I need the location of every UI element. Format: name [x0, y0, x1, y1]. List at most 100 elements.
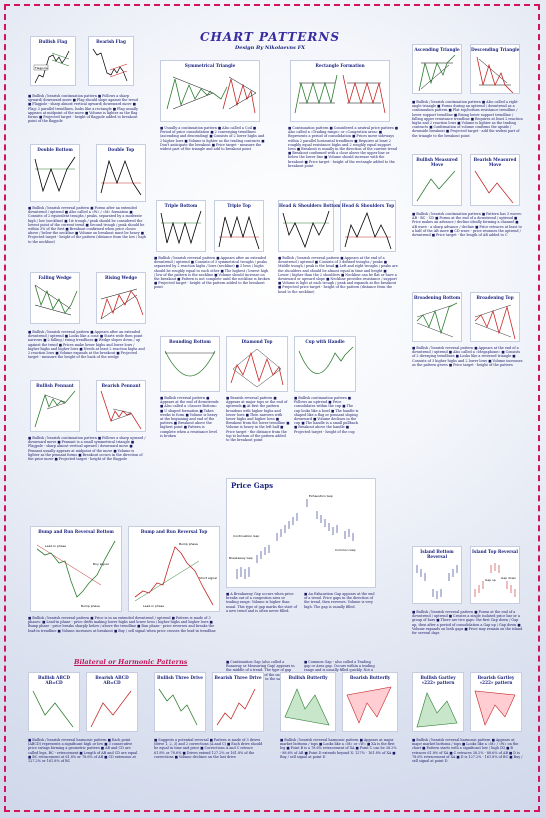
bull-pennant-card: Bullish Pennant	[30, 380, 80, 432]
symmetrical-triangle-diagram	[166, 76, 257, 114]
bump-run-bottom-diagram: Lead-in phase Bump phase Buy signal	[36, 540, 116, 608]
bear-gartley-diagram	[474, 690, 516, 726]
bull-measured-move-title: Bullish Measured Move	[416, 157, 458, 167]
island-bottom-diagram	[416, 565, 458, 599]
bear-pennant-card: Bearish Pennant	[96, 380, 146, 432]
broadening-top-card: Broadening Top	[470, 292, 520, 342]
bear-flag-card: Bearish Flag	[88, 36, 134, 86]
rounding-bottom-diagram	[164, 350, 216, 377]
broadening-description: ■ Bullish / bearish reversal pattern ■ A…	[412, 346, 523, 367]
bump-run-bottom-card: Bump and Run Reversal Bottom Lead-in pha…	[30, 526, 122, 612]
bull-measured-move-card: Bullish Measured Move	[412, 154, 462, 206]
bear-butterfly-diagram	[346, 686, 392, 724]
bull-gartley-diagram	[416, 692, 458, 728]
bull-pennant-title: Bullish Pennant	[36, 383, 74, 388]
hs-bottom-card: Head & Shoulders Bottom	[278, 200, 341, 252]
bull-abcd-card: Bullish ABCD AB=CD	[28, 672, 80, 732]
island-description: ■ Bullish / bearish reversal pattern ■ F…	[412, 610, 523, 636]
bump-run-top-title: Bump and Run Reversal Top	[140, 529, 208, 534]
harmonic-header: Bilateral or Harmonic Patterns	[74, 658, 188, 666]
hs-top-diagram	[344, 211, 392, 250]
gartley-description: ■ Bullish / bearish reversal harmonic pa…	[412, 738, 523, 764]
bear-measured-move-card: Bearish Measured Move	[470, 154, 520, 206]
page-title: CHART PATTERNS	[199, 30, 341, 44]
rectangle-description: ■ Continuation pattern ■ Considered a ne…	[288, 126, 398, 168]
poster-border	[4, 4, 540, 812]
broadening-bottom-card: Broadening Bottom	[412, 292, 462, 342]
pennants-description: ■ Bullish / bearish continuation pattern…	[28, 436, 146, 462]
descending-triangle-card: Descending Triangle	[470, 44, 520, 94]
bear-butterfly-card: Bearish Butterfly	[342, 672, 398, 732]
broadening-top-diagram	[474, 304, 516, 340]
flag-description: ■ Bullish / bearish continuation pattern…	[28, 94, 138, 124]
breakaway-gap-description: ■ A Breakaway Gap occurs when price brea…	[226, 592, 297, 613]
bump-run-top-card: Bump and Run Reversal Top Lead-in phase …	[128, 526, 220, 612]
bull-flag-title: Bullish Flag	[38, 39, 68, 44]
continuation-gap-label: Continuation Gap	[233, 534, 259, 538]
exhaustion-gap-description: ■ An Exhaustion Gap appears at the end o…	[304, 592, 375, 609]
diamond-description: ■ Bearish reversal pattern ■ Appears at …	[226, 396, 290, 443]
double-top-diagram	[100, 159, 142, 196]
bull-butterfly-title: Bullish Butterfly	[288, 675, 328, 680]
bull-gartley-card: Bullish Gartley «222» pattern	[412, 672, 464, 732]
diamond-card: Diamond Top	[226, 336, 288, 392]
bear-abcd-title: Bearish ABCD	[95, 675, 129, 680]
page-subtitle: Design By Nikolaevns FX	[234, 45, 306, 51]
triple-description: ■ Bullish / bearish reversal pattern ■ A…	[154, 256, 270, 290]
bull-abcd-sub: AB=CD	[45, 680, 63, 685]
cup-handle-title: Cup with Handle	[305, 339, 345, 344]
rounding-description: ■ Bullish reversal pattern ■ Appears at …	[160, 396, 219, 438]
diamond-diagram	[230, 348, 284, 388]
rising-wedge-title: Rising Wedge	[105, 275, 137, 280]
bump-run-description: ■ Bullish / bearish reversal pattern ■ P…	[28, 616, 216, 633]
cup-description: ■ Bullish continuation pattern ■ Follows…	[294, 396, 359, 434]
bear-flag-title: Bearish Flag	[96, 39, 126, 44]
rising-wedge-card: Rising Wedge	[96, 272, 146, 324]
price-gaps-card: Price Gaps Exhaustion Gap Continuation G…	[226, 478, 376, 588]
asc-desc-triangle-description: ■ Bullish / bearish continuation pattern…	[412, 100, 523, 138]
symmetrical-triangle-card: Symmetrical Triangle	[160, 60, 260, 122]
bull-flag-card: Bullish Flag Flagpole	[30, 36, 76, 86]
bull-gartley-title: Bullish Gartley	[420, 675, 456, 680]
island-top-title: Island Top Reversal	[472, 549, 518, 554]
rounding-bottom-title: Rounding Bottom	[169, 339, 211, 344]
hs-description: ■ Bullish / bearish reversal pattern ■ A…	[278, 256, 398, 294]
double-bottom-card: Double Bottom	[30, 144, 80, 202]
breakaway-gap-label: Breakaway Gap	[229, 556, 253, 560]
bump-label-2: Bump phase	[179, 542, 198, 546]
hs-bottom-title: Head & Shoulders Bottom	[279, 203, 341, 208]
double-description: ■ Bullish / bearish reversal pattern ■ F…	[28, 206, 146, 244]
ascending-triangle-title: Ascending Triangle	[414, 47, 460, 52]
buy-signal-label: Buy signal	[93, 562, 109, 566]
bull-three-drive-card: Bullish Three Drive	[154, 672, 206, 732]
bear-gartley-card: Bearish Gartley «222» pattern	[470, 672, 522, 732]
price-gaps-title: Price Gaps	[231, 481, 274, 490]
descending-triangle-diagram	[476, 56, 514, 94]
rectangle-title: Rectangle Formation	[315, 63, 365, 68]
cup-handle-card: Cup with Handle	[294, 336, 356, 392]
moves-description: ■ Bullish / bearish continuation pattern…	[412, 212, 522, 238]
bull-butterfly-diagram	[284, 688, 330, 726]
falling-wedge-card: Falling Wedge	[30, 272, 80, 324]
bump-run-bottom-title: Bump and Run Reversal Bottom	[38, 529, 114, 534]
bear-measured-move-title: Bearish Measured Move	[473, 157, 517, 167]
three-drive-description: ■ Suggests a potential reversal ■ Patter…	[154, 738, 263, 759]
broadening-bottom-title: Broadening Bottom	[413, 295, 461, 300]
triple-bottom-diagram	[160, 210, 202, 245]
bull-flag-diagram: Flagpole	[33, 50, 70, 84]
bump-run-top-diagram: Lead-in phase Bump phase Short signal	[134, 542, 217, 608]
bull-three-drive-diagram	[158, 688, 198, 726]
cup-handle-diagram	[298, 346, 354, 374]
abcd-description: ■ Bullish / bearish reversal harmonic pa…	[28, 738, 138, 764]
double-bottom-diagram	[34, 156, 76, 193]
symmetrical-triangle-title: Symmetrical Triangle	[184, 63, 236, 68]
symmetrical-triangle-description: ■ Usually a continuation pattern ■ Also …	[160, 126, 265, 152]
bear-pennant-title: Bearish Pennant	[101, 383, 141, 388]
hs-bottom-diagram	[282, 210, 330, 249]
triple-top-title: Triple Top	[227, 203, 251, 208]
ascending-triangle-card: Ascending Triangle	[412, 44, 462, 94]
bull-butterfly-card: Bullish Butterfly	[280, 672, 336, 732]
double-top-card: Double Top	[96, 144, 146, 202]
bear-abcd-diagram	[90, 690, 132, 728]
